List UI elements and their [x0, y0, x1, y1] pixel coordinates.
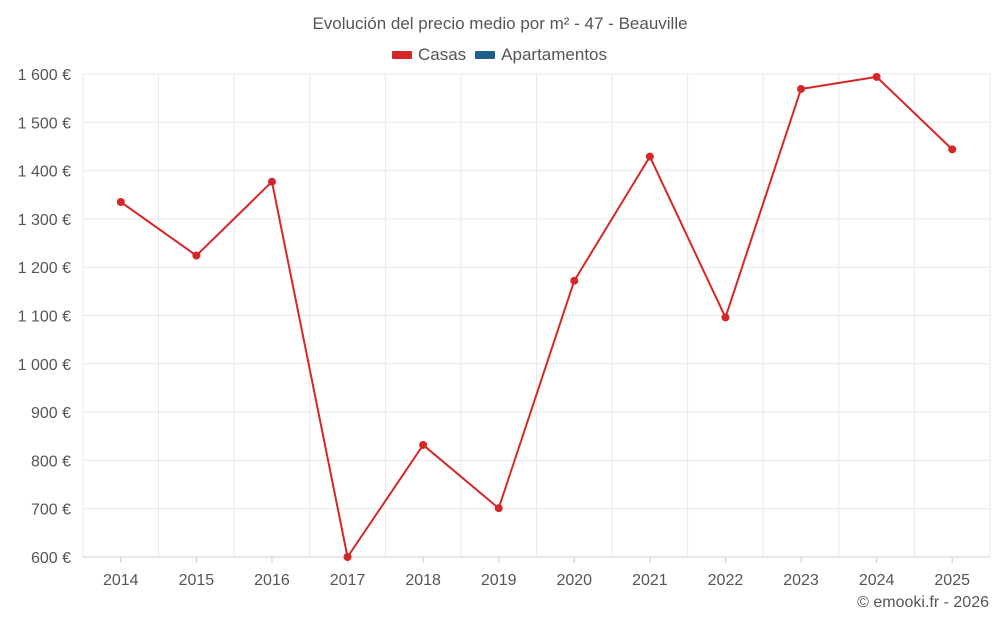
y-tick-label: 1 200 €	[18, 260, 71, 277]
x-tick-label: 2016	[254, 572, 290, 589]
y-tick-label: 1 600 €	[18, 67, 71, 84]
data-point-2015	[192, 251, 201, 260]
y-tick-label: 700 €	[31, 502, 71, 519]
legend-swatch-apartamentos	[475, 51, 496, 59]
legend-label-casas: Casas	[417, 45, 467, 64]
x-tick-label: 2021	[632, 572, 668, 589]
x-axis-ticks: 2014 2015 2016 2017 2018 2019 2020 2021 2022 2023…	[83, 556, 990, 589]
x-tick-label: 2023	[783, 572, 819, 589]
y-tick-label: 1 100 €	[18, 309, 71, 326]
y-tick-label: 1 300 €	[18, 212, 71, 229]
legend: Casas Apartamentos	[0, 45, 1000, 65]
legend-label-apartamentos: Apartamentos	[501, 45, 608, 64]
series-layer	[116, 72, 957, 561]
y-tick-label: 900 €	[31, 405, 71, 422]
data-point-2025	[948, 145, 957, 154]
data-point-2017	[343, 553, 352, 561]
y-axis-ticks: 600 € 700 € 800 € 900 € 1 000 € 1 100 € 1 200 …	[18, 67, 71, 567]
data-point-2022	[721, 313, 730, 322]
data-point-2018	[419, 440, 428, 449]
x-tick-label: 2024	[859, 572, 895, 589]
x-tick-label: 2018	[405, 572, 441, 589]
data-point-2014	[116, 197, 125, 206]
legend-item-apartamentos[interactable]: Apartamentos	[475, 45, 607, 65]
x-tick-label: 2025	[934, 572, 970, 589]
data-point-2016	[267, 177, 276, 186]
x-tick-label: 2020	[556, 572, 592, 589]
x-tick-label: 2014	[103, 572, 139, 589]
y-tick-label: 1 000 €	[18, 357, 71, 374]
x-tick-label: 2019	[481, 572, 517, 589]
y-tick-label: 800 €	[31, 453, 71, 470]
y-tick-label: 600 €	[31, 550, 71, 567]
chart-title: Evolución del precio medio por m² - 47 -…	[312, 14, 688, 33]
legend-swatch-casas	[391, 51, 412, 59]
x-tick-label: 2017	[330, 572, 366, 589]
data-point-2023	[797, 84, 806, 93]
data-point-2024	[872, 72, 881, 81]
data-point-2019	[494, 504, 503, 513]
data-point-2020	[570, 276, 579, 285]
x-tick-label: 2015	[179, 572, 215, 589]
y-tick-label: 1 400 €	[18, 164, 71, 181]
series-line-casas	[120, 75, 953, 558]
data-point-2021	[645, 152, 654, 161]
x-tick-label: 2022	[708, 572, 744, 589]
grid-lines	[82, 73, 991, 558]
y-tick-label: 1 500 €	[18, 115, 71, 132]
credit-text: © emooki.fr - 2026	[857, 594, 989, 611]
legend-item-casas[interactable]: Casas	[391, 45, 467, 65]
